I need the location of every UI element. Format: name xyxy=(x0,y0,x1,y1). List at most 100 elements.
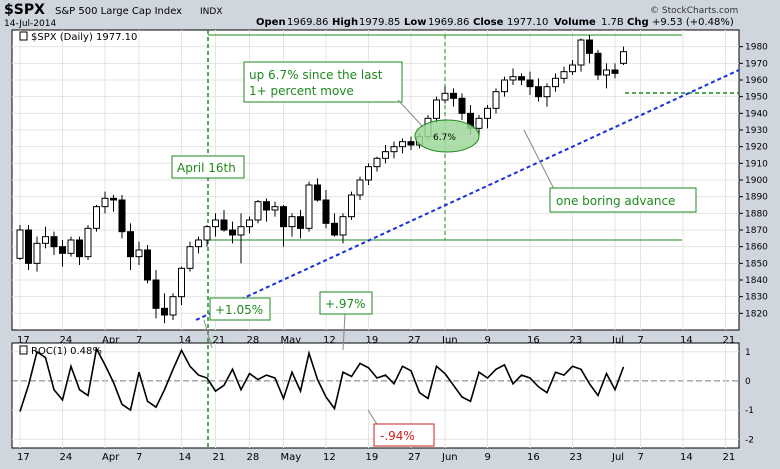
candle-body xyxy=(620,51,627,64)
low-label: Low xyxy=(404,17,426,28)
candle-body xyxy=(101,197,109,208)
volume-value: 1.7B xyxy=(601,17,624,28)
roc-c-label: -.94% xyxy=(380,429,415,443)
candle-body xyxy=(348,194,355,218)
price-x-tick-label: 12 xyxy=(323,335,336,346)
candle-body xyxy=(475,117,483,129)
candle-body xyxy=(254,201,262,221)
candle-body xyxy=(603,69,610,76)
roc-b-label: +.97% xyxy=(325,297,366,311)
oval-label: 6.7% xyxy=(433,133,456,143)
price-legend: $SPX (Daily) 1977.10 xyxy=(31,32,137,43)
roc-x-tick-label: 14 xyxy=(179,452,192,463)
candle-body xyxy=(195,239,202,248)
price-x-tick-label: 16 xyxy=(527,335,540,346)
candle-body xyxy=(135,249,143,258)
candle-body xyxy=(76,239,83,258)
candle-body xyxy=(127,231,134,258)
candle-body xyxy=(509,76,517,81)
roc-x-tick-label: Jul xyxy=(611,452,624,463)
price-y-tick-label: 1910 xyxy=(745,159,768,169)
roc-x-tick-label: Apr xyxy=(102,452,120,463)
price-y-tick-label: 1870 xyxy=(745,226,768,236)
candle-body xyxy=(577,39,585,66)
price-x-tick-label: 27 xyxy=(408,335,421,346)
price-y-tick-label: 1820 xyxy=(745,309,768,319)
candle-body xyxy=(458,97,466,114)
april16-label: April 16th xyxy=(177,161,236,175)
callout-pointer xyxy=(523,129,556,192)
candle-body xyxy=(594,52,602,76)
candle-body xyxy=(305,184,313,229)
date-label: 14-Jul-2014 xyxy=(4,19,56,29)
candle-body xyxy=(535,86,542,98)
price-y-tick-label: 1880 xyxy=(745,209,768,219)
candle-body xyxy=(42,236,49,244)
price-y-tick-label: 1860 xyxy=(745,243,768,253)
roc-x-tick-label: 19 xyxy=(366,452,379,463)
price-x-tick-label: Jun xyxy=(441,335,458,346)
copyright-label: © StockCharts.com xyxy=(650,6,738,16)
roc-c-box xyxy=(373,423,435,447)
candle-body xyxy=(399,141,406,148)
roc-y-tick-label: 1 xyxy=(745,348,751,358)
roc-x-tick-label: May xyxy=(281,452,302,463)
roc-x-tick-label: 28 xyxy=(247,452,260,463)
price-y-tick-label: 1850 xyxy=(745,259,768,269)
candle-body xyxy=(569,64,576,73)
up-move-box xyxy=(243,61,403,103)
roc-b-box xyxy=(319,291,373,315)
price-x-tick-label: 21 xyxy=(723,335,736,346)
candle-body xyxy=(314,184,321,201)
price-x-tick-label: 14 xyxy=(680,335,693,346)
candle-body xyxy=(356,179,364,196)
april16-box xyxy=(171,155,245,179)
price-y-tick-label: 1900 xyxy=(745,176,768,186)
roc-y-tick-label: -1 xyxy=(745,406,754,416)
candle-body xyxy=(450,92,457,99)
roc-line xyxy=(19,346,625,412)
symbol-label: $SPX xyxy=(4,2,45,18)
price-x-tick-label: 9 xyxy=(485,335,491,346)
roc-x-tick-label: 17 xyxy=(17,452,30,463)
candle-body xyxy=(322,199,330,224)
candle-body xyxy=(280,206,287,228)
price-x-tick-label: 19 xyxy=(366,335,379,346)
candle-body xyxy=(433,99,440,119)
candle-body xyxy=(152,279,160,309)
price-x-tick-label: 24 xyxy=(60,335,73,346)
roc-x-tick-label: 9 xyxy=(485,452,491,463)
roc-a-box xyxy=(209,297,271,321)
close-value: 1977.10 xyxy=(507,17,548,28)
move-oval xyxy=(414,119,480,153)
boring-box xyxy=(549,187,697,213)
candle-body xyxy=(373,157,381,168)
roc-a-label: +1.05% xyxy=(215,303,263,317)
candle-body xyxy=(84,227,92,258)
price-y-tick-label: 1840 xyxy=(745,276,768,286)
candle-body xyxy=(297,216,304,229)
candle-body xyxy=(263,201,270,211)
candle-body xyxy=(25,229,32,264)
roc-legend: ROC(1) 0.48% xyxy=(31,346,102,357)
price-y-axis: 1820 1830 1840 1850 1860 1870 1880 1890 1900 1910… xyxy=(739,43,768,319)
volume-label: Volume xyxy=(554,17,596,28)
price-y-tick-label: 1930 xyxy=(745,126,768,136)
roc-x-tick-label: 21 xyxy=(213,452,226,463)
roc-x-tick-label: Jun xyxy=(441,452,458,463)
candle-body xyxy=(220,219,228,231)
candle-body xyxy=(144,249,151,281)
price-x-tick-label: 21 xyxy=(213,335,226,346)
candle-body xyxy=(246,219,253,228)
chg-label: Chg xyxy=(627,17,649,28)
candle-body xyxy=(169,296,177,316)
candle-body xyxy=(390,146,398,153)
low-value: 1969.86 xyxy=(428,17,469,28)
candle-body xyxy=(50,236,58,248)
price-x-tick-label: Jul xyxy=(611,335,624,346)
exchange-label: INDX xyxy=(200,7,222,17)
high-value: 1979.85 xyxy=(359,17,400,28)
chart-series-icon xyxy=(19,31,28,41)
